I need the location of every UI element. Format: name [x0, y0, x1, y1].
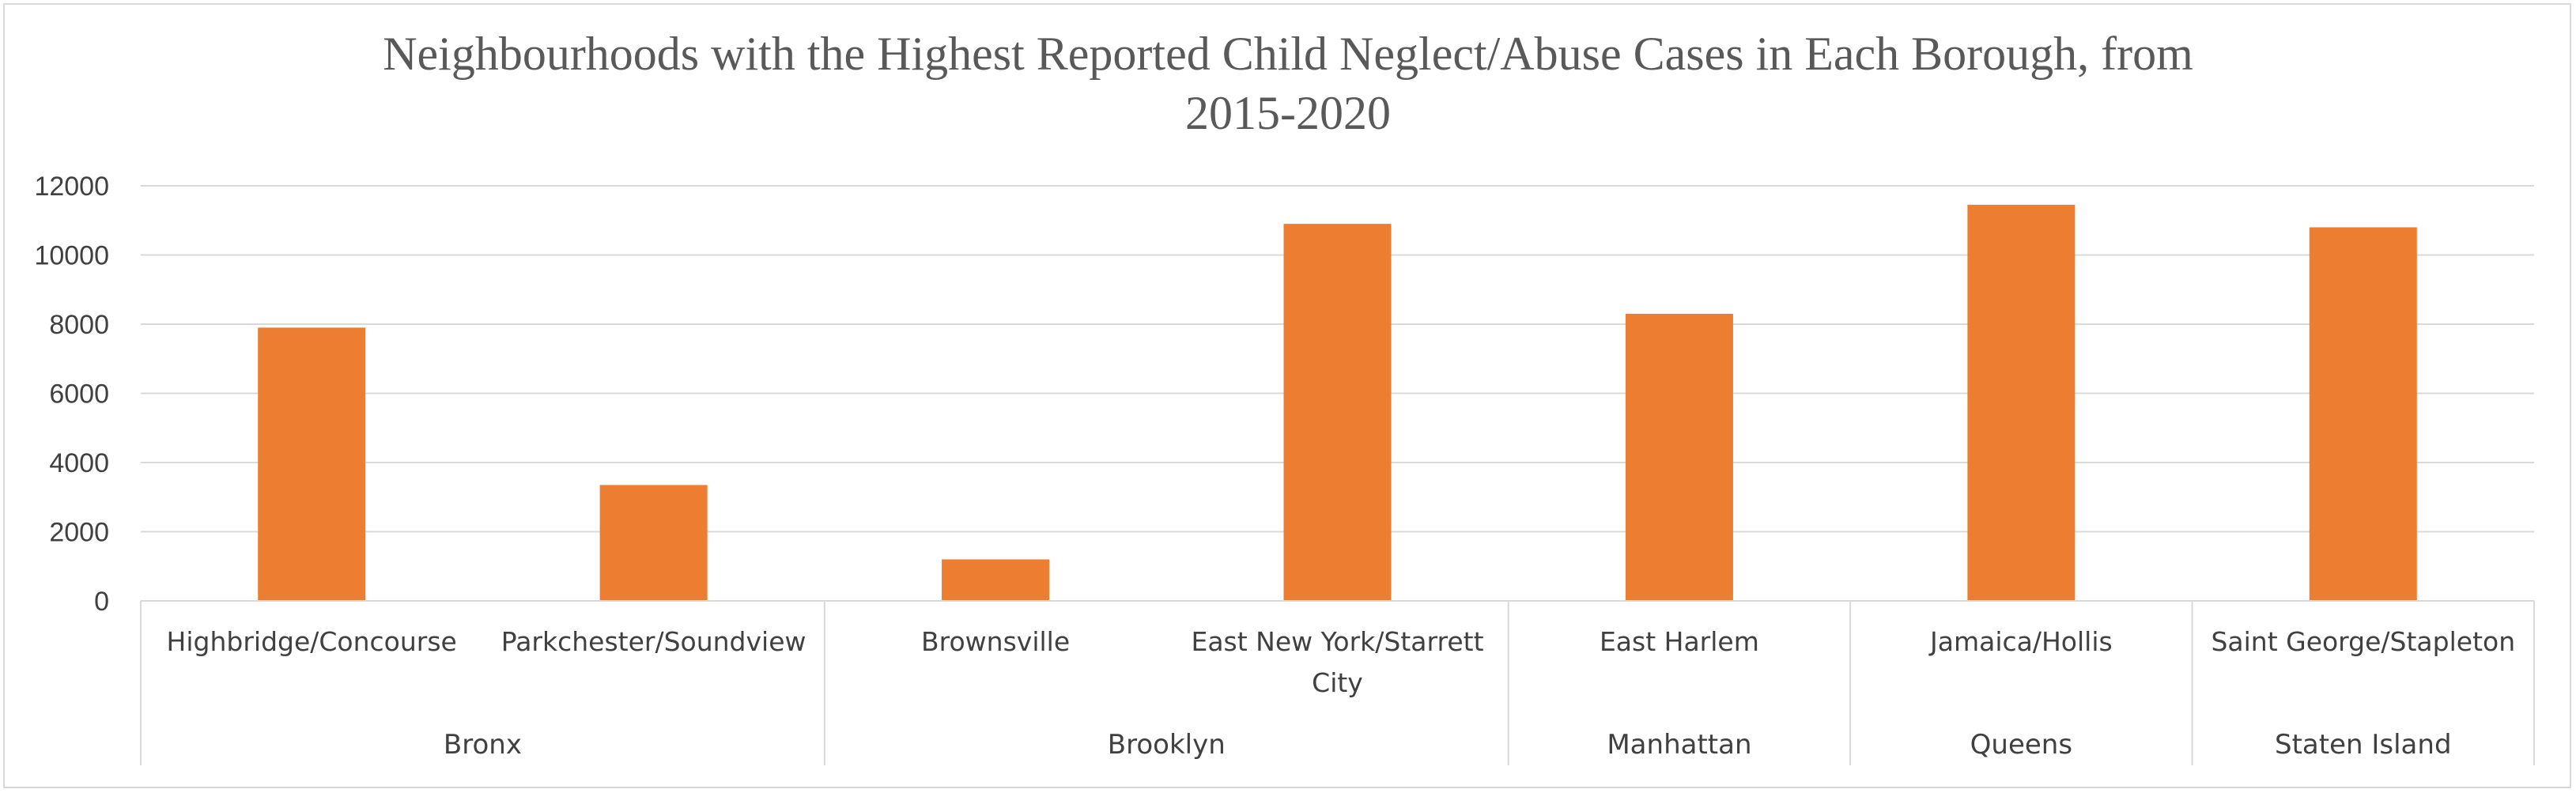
y-tick-label: 2000 [49, 518, 109, 548]
axes [140, 600, 2535, 765]
y-tick-label: 12000 [34, 172, 109, 202]
x-category-label: East New York/Starrett [1191, 626, 1483, 657]
x-group-label: Manhattan [1607, 729, 1751, 761]
x-category-label: East Harlem [1600, 626, 1759, 657]
y-tick-label: 8000 [49, 310, 109, 340]
y-tick-label: 6000 [49, 380, 109, 410]
bar [2309, 227, 2417, 601]
x-category-label: Jamaica/Hollis [1928, 626, 2113, 657]
chart-title-line-2: 2015-2020 [1185, 87, 1391, 139]
x-group-label: Brooklyn [1108, 729, 1226, 761]
x-group-label: Staten Island [2275, 729, 2452, 761]
bar [1967, 205, 2076, 601]
axis-labels: 0 2000 4000 6000 8000 10000 12000 Highbridge/Co… [34, 172, 2515, 761]
bar [258, 327, 366, 601]
x-category-label: City [1312, 667, 1363, 698]
x-category-label: Saint George/Stapleton [2211, 626, 2515, 657]
x-group-label: Bronx [444, 729, 522, 761]
x-group-label: Queens [1970, 729, 2072, 761]
y-tick-label: 0 [94, 587, 109, 617]
bars [258, 205, 2417, 601]
bar [1283, 224, 1392, 601]
x-category-label: Brownsville [921, 626, 1070, 657]
bar [942, 559, 1050, 601]
x-category-label: Highbridge/Concourse [167, 626, 457, 657]
y-tick-label: 10000 [34, 241, 109, 271]
bar [599, 485, 708, 601]
chart-title-line-1: Neighbourhoods with the Highest Reported… [383, 28, 2193, 80]
x-category-label: Parkchester/Soundview [501, 626, 806, 657]
y-tick-label: 4000 [49, 448, 109, 478]
bar [1625, 313, 1733, 601]
